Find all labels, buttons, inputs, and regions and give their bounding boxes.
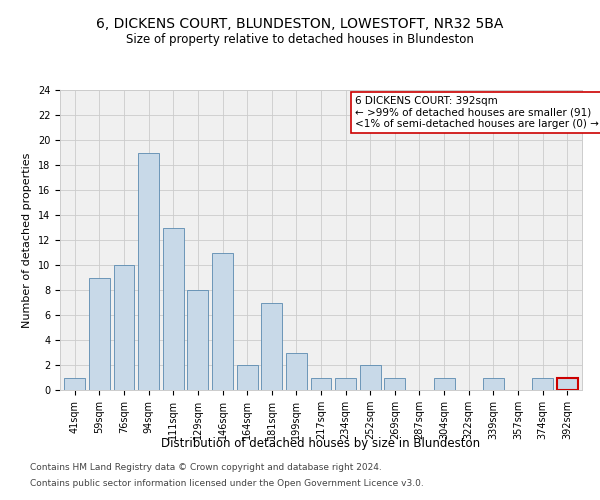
Bar [483, 378, 504, 390]
Text: 6, DICKENS COURT, BLUNDESTON, LOWESTOFT, NR32 5BA: 6, DICKENS COURT, BLUNDESTON, LOWESTOFT,… [97, 18, 503, 32]
Bar [163, 228, 184, 390]
Text: 6 DICKENS COURT: 392sqm
← >99% of detached houses are smaller (91)
<1% of semi-d: 6 DICKENS COURT: 392sqm ← >99% of detach… [355, 96, 599, 129]
Bar [434, 378, 455, 390]
Text: Size of property relative to detached houses in Blundeston: Size of property relative to detached ho… [126, 32, 474, 46]
Bar [532, 378, 553, 390]
Bar [212, 252, 233, 390]
Bar [286, 352, 307, 390]
Bar [138, 152, 159, 390]
Bar [64, 378, 85, 390]
Text: Contains HM Land Registry data © Crown copyright and database right 2024.: Contains HM Land Registry data © Crown c… [30, 464, 382, 472]
Bar [360, 365, 381, 390]
Bar [113, 265, 134, 390]
Text: Distribution of detached houses by size in Blundeston: Distribution of detached houses by size … [161, 438, 481, 450]
Bar [557, 378, 578, 390]
Bar [236, 365, 257, 390]
Bar [557, 378, 578, 390]
Bar [385, 378, 406, 390]
Bar [335, 378, 356, 390]
Bar [89, 278, 110, 390]
Bar [311, 378, 331, 390]
Y-axis label: Number of detached properties: Number of detached properties [22, 152, 32, 328]
Bar [261, 302, 282, 390]
Bar [187, 290, 208, 390]
Text: Contains public sector information licensed under the Open Government Licence v3: Contains public sector information licen… [30, 478, 424, 488]
